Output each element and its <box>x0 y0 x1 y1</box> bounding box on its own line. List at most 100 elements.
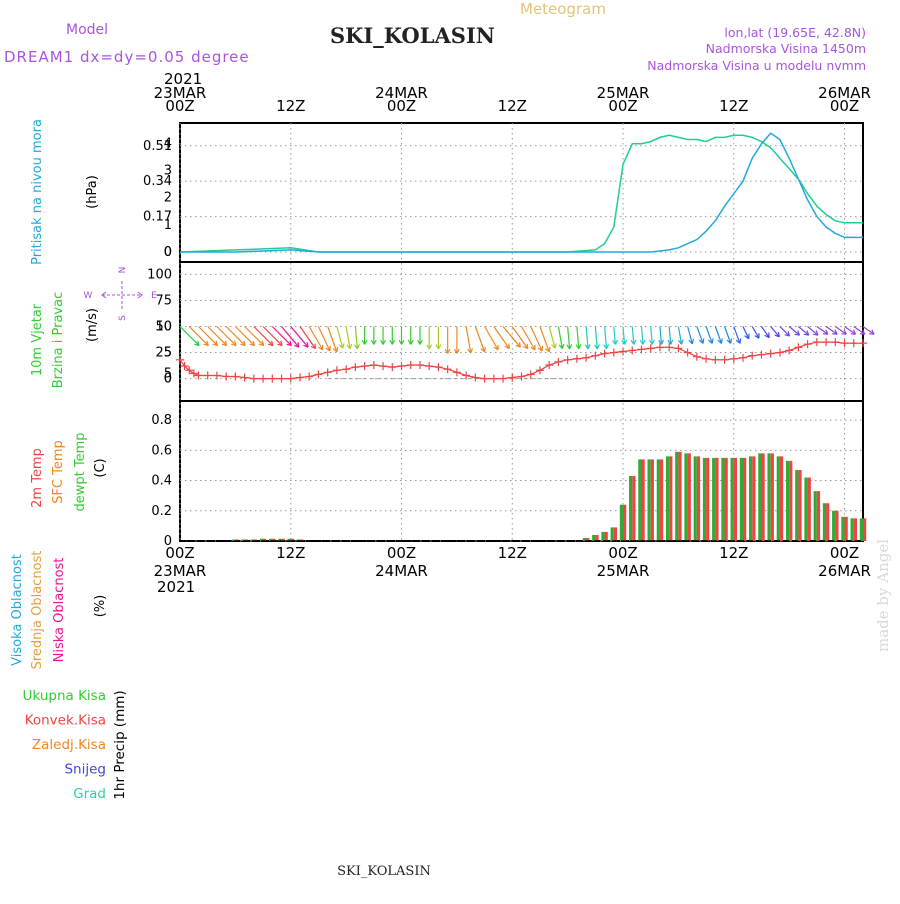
date-label-top: 24MAR <box>375 84 428 102</box>
wind-arrow <box>381 327 386 345</box>
time-tick-label-bottom: 12Z <box>719 544 748 562</box>
wind-speed-marker <box>444 365 452 373</box>
wind-arrow <box>445 327 450 354</box>
wind-arrow <box>688 327 694 344</box>
temp-bar <box>777 456 783 541</box>
temp-bar <box>675 452 681 541</box>
precip-legend-label: Zaledj.Kisa <box>32 737 106 753</box>
wind-speed-marker <box>342 365 350 373</box>
wind-speed-marker <box>361 362 369 370</box>
wind-arrow <box>761 327 769 338</box>
wind-speed-marker <box>481 375 489 383</box>
wind-speed-marker <box>573 355 581 363</box>
pressure-panel-lines <box>180 133 863 252</box>
wind-speed-marker <box>684 349 692 357</box>
wind-speed-marker <box>785 346 793 354</box>
wind-speed-marker <box>554 358 562 366</box>
altitude-text: Nadmorska Visina 1450m <box>706 41 866 56</box>
wind-arrow <box>585 327 590 349</box>
wind-speed-marker <box>278 375 286 383</box>
wind-arrow <box>780 327 790 337</box>
wind-arrow <box>558 327 564 349</box>
temp-bar <box>638 459 644 541</box>
temp-axis-title-1: 2m Temp <box>30 448 45 508</box>
temp-bar <box>629 476 635 541</box>
temp-bar <box>620 505 626 541</box>
wind-arrow <box>604 327 609 349</box>
wind-arrow <box>567 327 572 349</box>
cloud-low-label: Niska Oblacnost <box>52 558 67 663</box>
wind-axis-title-2: Brzina i Pravac <box>51 292 66 389</box>
wind-speed-marker <box>333 366 341 374</box>
temp-bar <box>647 459 653 541</box>
wind-arrow <box>743 327 749 339</box>
wind-tick-label: 100 <box>147 267 172 282</box>
compass-east: E <box>151 291 157 301</box>
wind-arrow <box>725 327 732 344</box>
wind-arrow <box>371 327 376 345</box>
temp-bar <box>786 461 792 541</box>
wind-speed-marker <box>757 351 765 359</box>
wind-speed-marker <box>259 375 267 383</box>
temp-bar <box>657 459 663 541</box>
wind-speed-marker <box>591 352 599 360</box>
wind-speed-marker <box>241 374 249 382</box>
wind-speed-marker <box>370 361 378 369</box>
wind-tick-label-right: 5 <box>164 346 172 361</box>
temp-tick-label: 0.6 <box>151 443 172 458</box>
date-label-top: 26MAR <box>818 84 871 102</box>
wind-arrow <box>613 327 618 345</box>
wind-tick-label-right: 10 <box>155 320 172 335</box>
pressure-series-line <box>180 133 863 252</box>
wind-arrow <box>631 327 636 345</box>
pressure-axis-title: Pritisak na nivou mora <box>30 119 45 265</box>
temp-bar <box>694 456 700 541</box>
wind-speed-marker <box>804 340 812 348</box>
temperature-panel-bars <box>180 452 866 541</box>
wind-speed-marker <box>693 353 701 361</box>
date-label-top: 25MAR <box>597 84 650 102</box>
wind-speed-marker <box>619 348 627 356</box>
wind-speed-marker <box>813 338 821 346</box>
wind-speed-marker <box>416 361 424 369</box>
wind-tick-label: 75 <box>155 293 172 308</box>
date-label-bottom: 24MAR <box>375 562 428 580</box>
wind-speed-marker <box>545 361 553 369</box>
wind-arrow <box>595 327 600 349</box>
wind-speed-marker <box>388 363 396 371</box>
wind-speed-marker <box>730 355 738 363</box>
wind-arrow <box>789 327 799 336</box>
wind-arrow <box>418 327 423 345</box>
precip-unit-label: 1hr Precip (mm) <box>112 690 128 799</box>
wind-arrow <box>355 327 360 349</box>
wind-arrow <box>466 327 472 354</box>
wind-arrow <box>346 327 352 349</box>
wind-speed-marker <box>831 338 839 346</box>
wind-speed-marker <box>665 343 673 351</box>
wind-speed-marker <box>841 339 849 347</box>
wind-speed-marker <box>628 346 636 354</box>
credit-text: made by Angel <box>874 539 892 652</box>
temp-bar <box>823 503 829 541</box>
wind-speed-marker <box>536 366 544 374</box>
station-title: SKI_KOLASIN <box>330 23 495 48</box>
wind-arrow <box>291 327 308 348</box>
time-tick-label-top: 12Z <box>719 97 748 115</box>
wind-arrow <box>540 327 550 352</box>
date-label-bottom: 23MAR <box>154 562 207 580</box>
temp-tick-label: 0.8 <box>151 413 172 428</box>
wind-speed-marker <box>518 373 526 381</box>
wind-speed-marker <box>711 356 719 364</box>
wind-arrow <box>650 327 655 345</box>
compass-west: W <box>84 291 93 301</box>
time-tick-label-bottom: 00Z <box>608 544 637 562</box>
temp-bar <box>758 453 764 541</box>
pressure-tick-label-right: 0 <box>164 245 172 260</box>
pressure-tick-label-right: 4 <box>164 136 172 151</box>
wind-speed-marker <box>647 344 655 352</box>
temp-bar <box>832 511 838 541</box>
cloud-mid-label: Srednja Oblacnost <box>30 551 45 670</box>
wind-arrow <box>337 327 344 349</box>
